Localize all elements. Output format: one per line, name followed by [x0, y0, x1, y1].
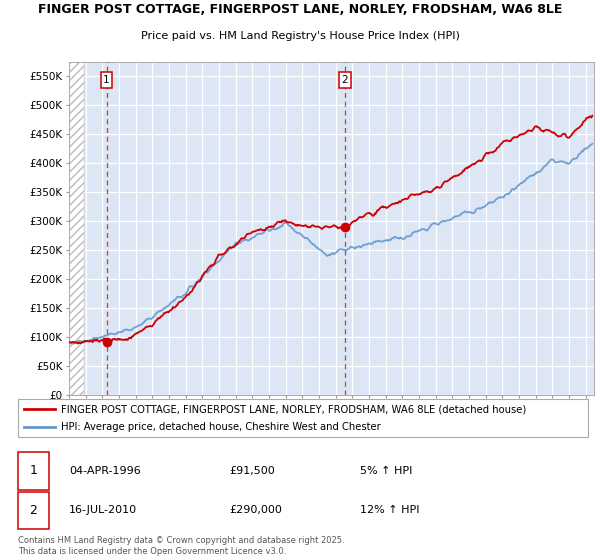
FancyBboxPatch shape	[18, 452, 49, 489]
Text: 04-APR-1996: 04-APR-1996	[70, 466, 141, 476]
Bar	[69, 62, 84, 395]
Text: 1: 1	[103, 75, 110, 85]
Text: Price paid vs. HM Land Registry's House Price Index (HPI): Price paid vs. HM Land Registry's House …	[140, 31, 460, 40]
Text: 5% ↑ HPI: 5% ↑ HPI	[360, 466, 412, 476]
FancyBboxPatch shape	[18, 399, 588, 437]
Text: £290,000: £290,000	[229, 505, 282, 515]
FancyBboxPatch shape	[18, 492, 49, 529]
Text: FINGER POST COTTAGE, FINGERPOST LANE, NORLEY, FRODSHAM, WA6 8LE: FINGER POST COTTAGE, FINGERPOST LANE, NO…	[38, 3, 562, 16]
Text: Contains HM Land Registry data © Crown copyright and database right 2025.
This d: Contains HM Land Registry data © Crown c…	[18, 536, 344, 556]
Text: HPI: Average price, detached house, Cheshire West and Chester: HPI: Average price, detached house, Ches…	[61, 422, 380, 432]
Text: 12% ↑ HPI: 12% ↑ HPI	[360, 505, 419, 515]
Text: 2: 2	[341, 75, 348, 85]
Text: £91,500: £91,500	[229, 466, 275, 476]
Text: 1: 1	[29, 464, 37, 478]
Text: 2: 2	[29, 503, 37, 517]
Text: FINGER POST COTTAGE, FINGERPOST LANE, NORLEY, FRODSHAM, WA6 8LE (detached house): FINGER POST COTTAGE, FINGERPOST LANE, NO…	[61, 404, 526, 414]
Text: 16-JUL-2010: 16-JUL-2010	[70, 505, 137, 515]
Bar	[69, 62, 84, 395]
